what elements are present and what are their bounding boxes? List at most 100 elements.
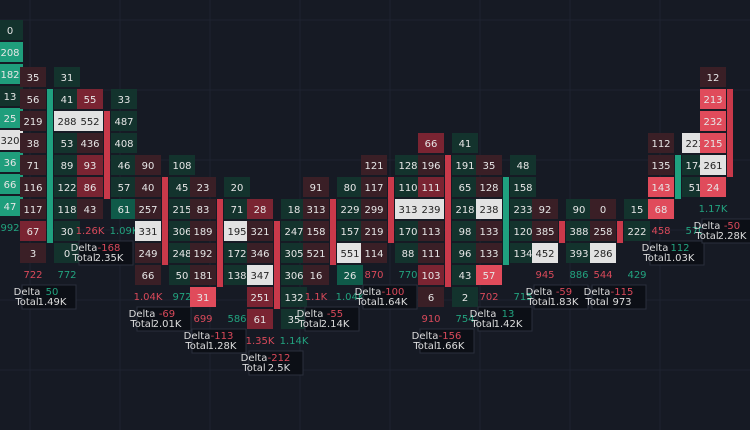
footprint-cell (54, 67, 80, 87)
cell-value: 66 (142, 271, 155, 282)
footprint-cell (111, 155, 137, 175)
candle-body (503, 177, 509, 265)
total-label: Total (14, 297, 38, 308)
cell-value: 36 (4, 158, 17, 169)
cell-value: 111 (421, 249, 440, 260)
footprint-cell (281, 199, 307, 219)
footprint-cell (0, 130, 23, 150)
footprint-cell (337, 243, 363, 263)
volume-total: 458 (651, 226, 670, 237)
delta-value: 13 (502, 309, 515, 320)
cell-value: 261 (703, 161, 722, 172)
footprint-cell (624, 199, 650, 219)
cell-value: 57 (483, 271, 496, 282)
footprint-cell (111, 89, 137, 109)
candle: 121 117 299 219 114 128 110 313 170 88 870 770 Delta… (355, 155, 421, 310)
delta-box (136, 306, 192, 332)
cell-value: 92 (539, 205, 552, 216)
cell-value: 33 (118, 95, 131, 106)
footprint-cell (700, 89, 726, 109)
cell-value: 233 (513, 205, 532, 216)
footprint-cell (700, 111, 726, 131)
footprint-cell (135, 155, 161, 175)
delta-box (591, 284, 647, 310)
footprint-cell (0, 174, 23, 194)
footprint-cell (54, 89, 80, 109)
cell-value: 50 (176, 271, 189, 282)
footprint-cell (395, 177, 421, 197)
volume-total: 1.17K (699, 204, 728, 215)
footprint-cell (361, 177, 387, 197)
cell-value: 113 (421, 227, 440, 238)
footprint-cell (247, 199, 273, 219)
footprint-cell (476, 199, 502, 219)
cell-value: 0 (7, 26, 13, 37)
footprint-cell (190, 265, 216, 285)
footprint-cell (135, 265, 161, 285)
cell-value: 67 (27, 227, 40, 238)
total-label: Total (412, 341, 436, 352)
total-label: Total (526, 297, 550, 308)
footprint-cell (418, 199, 444, 219)
footprint-cell (247, 287, 273, 307)
delta-label: Delta (526, 287, 553, 298)
volume-total: 1.04K (134, 292, 163, 303)
cell-value: 521 (306, 249, 325, 260)
cell-value: 172 (227, 249, 246, 260)
delta-value: -69 (159, 309, 175, 320)
footprint-cell (418, 177, 444, 197)
cell-value: 56 (27, 95, 40, 106)
footprint-cell (111, 111, 137, 131)
footprint-cell (135, 177, 161, 197)
delta-label: Delta (71, 243, 98, 254)
cell-value: 191 (455, 161, 474, 172)
footprint-cell (452, 199, 478, 219)
cell-value: 182 (0, 70, 19, 81)
footprint-cell (77, 133, 103, 153)
total-label: Total (694, 231, 718, 242)
total-label: Total (241, 363, 265, 374)
footprint-cell (224, 199, 250, 219)
footprint-cell (510, 199, 536, 219)
cell-value: 248 (172, 249, 191, 260)
cell-value: 43 (459, 271, 472, 282)
footprint-cell (648, 177, 674, 197)
footprint-cell (476, 265, 502, 285)
volume-total: 870 (364, 270, 383, 281)
delta-label: Delta (584, 287, 611, 298)
total-value: 1.42K (494, 319, 523, 330)
cell-value: 16 (310, 271, 323, 282)
footprint-cell (169, 155, 195, 175)
cell-value: 121 (364, 161, 383, 172)
cell-value: 53 (61, 139, 74, 150)
footprint-cell (135, 221, 161, 241)
cell-value: 13 (4, 92, 17, 103)
footprint-cell (190, 243, 216, 263)
footprint-cell (281, 221, 307, 241)
delta-label: Delta (297, 309, 324, 320)
total-value: 1.83K (550, 297, 579, 308)
delta-value: -59 (556, 287, 572, 298)
footprint-cell (476, 155, 502, 175)
cell-value: 93 (84, 161, 97, 172)
footprint-cell (54, 177, 80, 197)
cell-value: 299 (364, 205, 383, 216)
cell-value: 20 (231, 183, 244, 194)
total-label: Total (584, 297, 608, 308)
cell-value: 158 (513, 183, 532, 194)
cell-value: 117 (364, 183, 383, 194)
footprint-cell (452, 133, 478, 153)
footprint-cell (77, 155, 103, 175)
cell-value: 487 (114, 117, 133, 128)
footprint-cell (247, 265, 273, 285)
candle-body (274, 221, 280, 309)
cell-value: 133 (479, 227, 498, 238)
cell-value: 35 (483, 161, 496, 172)
footprint-cell (281, 309, 307, 329)
cell-value: 286 (593, 249, 612, 260)
cell-value: 174 (685, 161, 704, 172)
volume-total: 1.09K (110, 226, 139, 237)
footprint-cell (77, 89, 103, 109)
